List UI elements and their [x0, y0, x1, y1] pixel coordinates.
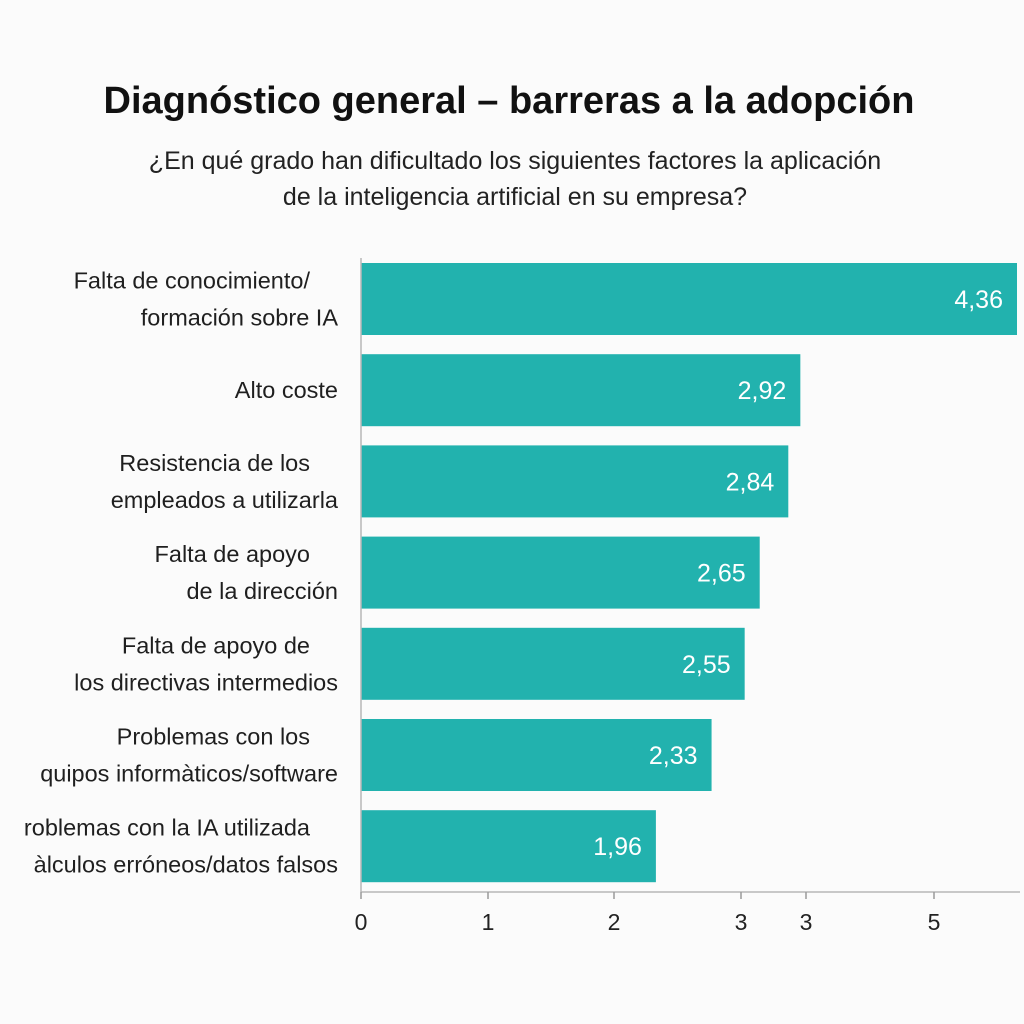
x-tick-label: 3: [800, 909, 813, 935]
category-label: Resistencia de los: [119, 450, 310, 476]
bar-value-label: 4,36: [954, 286, 1003, 314]
category-label: Falta de apoyo: [155, 541, 310, 567]
chart-subtitle-line-2: de la inteligencia artificial en su empr…: [282, 183, 748, 211]
category-label: los directivas intermedios: [74, 669, 338, 695]
x-tick-label: 2: [608, 909, 621, 935]
chart-title: Diagnóstico general – barreras a la adop…: [103, 80, 915, 122]
x-tick-label: 0: [355, 909, 368, 935]
category-label: Alto coste: [235, 377, 338, 403]
bar: [361, 719, 712, 791]
x-tick-label: 3: [735, 909, 748, 935]
category-label: quipos informàticos/software: [40, 761, 338, 787]
bar: [361, 627, 745, 700]
bar: [361, 263, 1017, 335]
bar-value-label: 1,96: [593, 833, 642, 861]
x-tick-label: 1: [482, 909, 495, 935]
bar-value-label: 2,33: [649, 742, 698, 770]
category-label: roblemas con la IA utilizada: [24, 815, 311, 841]
category-label: Falta de conocimiento/: [74, 268, 311, 294]
category-label: Problemas con los: [117, 724, 310, 750]
x-tick-label: 5: [928, 909, 941, 935]
bar: [361, 354, 801, 427]
bar: [361, 810, 656, 883]
category-label: àlculos erróneos/datos falsos: [34, 852, 338, 878]
bar-value-label: 2,84: [726, 468, 775, 496]
category-label: empleados a utilizarla: [111, 487, 339, 513]
bar-value-label: 2,55: [682, 651, 731, 679]
bar-value-label: 2,65: [697, 560, 746, 588]
bar: [361, 536, 760, 609]
category-label: de la dirección: [186, 578, 338, 604]
category-label: formación sobre IA: [141, 305, 339, 331]
bar-value-label: 2,92: [738, 377, 787, 405]
chart-subtitle: ¿En qué grado han dificultado los siguie…: [60, 143, 970, 215]
bar: [361, 445, 789, 518]
category-label: Falta de apoyo de: [122, 632, 310, 658]
chart-subtitle-line-1: ¿En qué grado han dificultado los siguie…: [148, 147, 882, 175]
